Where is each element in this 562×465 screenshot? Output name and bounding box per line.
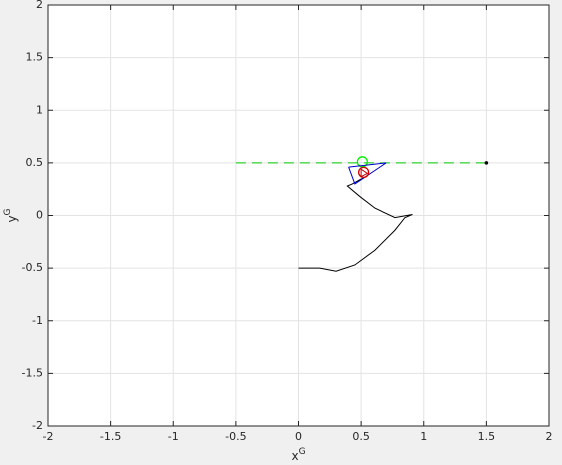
x-tick-label: 2 bbox=[546, 430, 553, 443]
marker bbox=[356, 156, 369, 168]
xlabel-label-sup: G bbox=[299, 447, 306, 457]
series-line bbox=[348, 162, 387, 185]
x-tick-label: -1.5 bbox=[100, 430, 121, 443]
marker bbox=[484, 161, 489, 165]
x-tick-label: 0.5 bbox=[352, 430, 370, 443]
xlabel-label-text: x bbox=[291, 449, 298, 463]
xlabel-label: xG bbox=[291, 447, 305, 463]
y-tick-label: -0.5 bbox=[22, 261, 43, 274]
ylabel-label-sup: G bbox=[3, 208, 13, 215]
y-tick-label: 0.5 bbox=[26, 156, 44, 169]
x-tick-label: -0.5 bbox=[225, 430, 246, 443]
x-tick-label: 0 bbox=[295, 430, 302, 443]
marker bbox=[357, 166, 370, 178]
y-tick-label: -2 bbox=[32, 419, 43, 432]
y-tick-label: 1 bbox=[36, 103, 43, 116]
axes-box bbox=[47, 4, 550, 427]
series-line bbox=[298, 175, 413, 272]
y-tick-label: 2 bbox=[36, 0, 43, 11]
y-tick-label: 1.5 bbox=[26, 51, 44, 64]
y-tick-label: -1 bbox=[32, 314, 43, 327]
x-tick-label: 1.5 bbox=[478, 430, 496, 443]
x-tick-label: -1 bbox=[168, 430, 179, 443]
y-tick-label: 0 bbox=[36, 209, 43, 222]
ylabel-label: yG bbox=[3, 208, 19, 222]
series-line bbox=[360, 168, 369, 178]
y-tick-label: -1.5 bbox=[22, 366, 43, 379]
x-tick-label: 1 bbox=[420, 430, 427, 443]
x-tick-label: -2 bbox=[43, 430, 54, 443]
ylabel-label-text: y bbox=[5, 215, 19, 222]
